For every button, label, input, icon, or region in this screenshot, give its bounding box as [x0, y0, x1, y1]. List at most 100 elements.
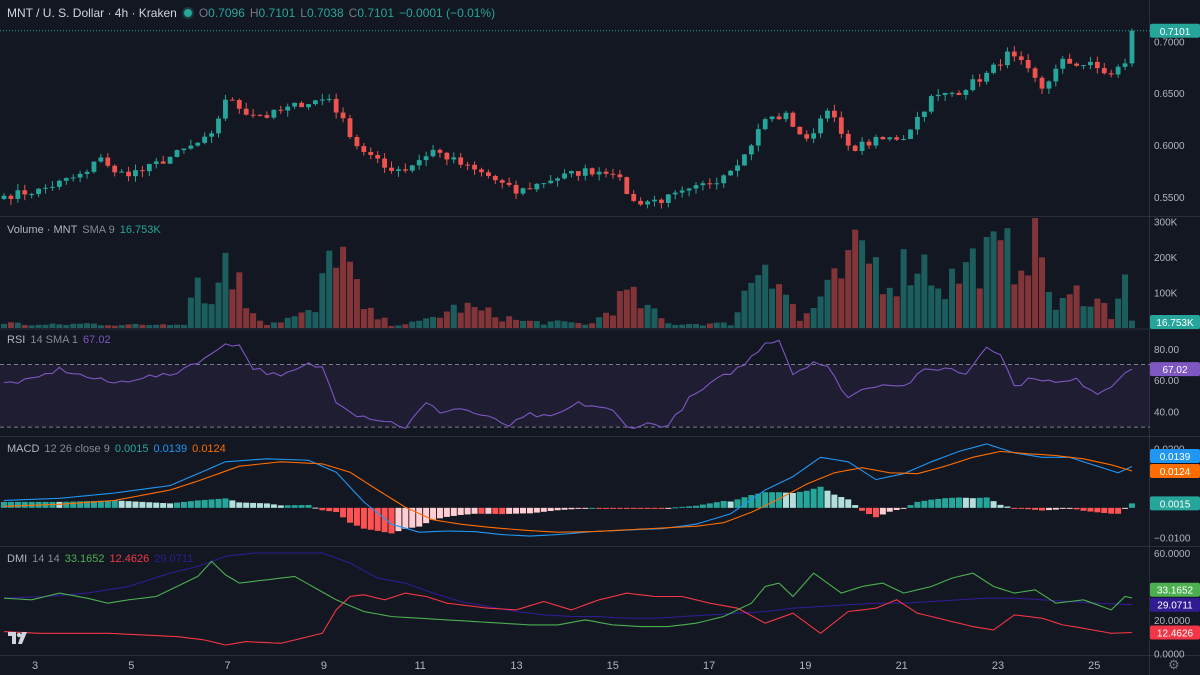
candle-body: [998, 64, 1003, 66]
volume-bar: [533, 321, 540, 328]
candle-body: [762, 119, 768, 130]
volume-bar: [893, 296, 900, 328]
macd-histogram-bar: [208, 499, 215, 508]
rsi-last-badge: [1150, 362, 1200, 377]
symbol-title[interactable]: MNT / U. S. Dollar · 4h · Kraken: [7, 6, 177, 20]
open-label: O: [198, 6, 209, 20]
macd-histogram-bar: [423, 507, 430, 524]
macd-legend[interactable]: MACD 12 26 close 9 0.0015 0.0139 0.0124: [7, 443, 226, 455]
candle-body: [589, 168, 595, 175]
volume-bar: [118, 325, 125, 328]
candle-body: [499, 180, 505, 183]
candle-body: [790, 112, 796, 127]
candle-body: [769, 116, 775, 120]
candle-body: [956, 92, 962, 95]
candle-body: [271, 109, 277, 118]
macd-last-badge: [1150, 496, 1200, 511]
volume-bar: [395, 325, 402, 328]
candle-body: [928, 96, 934, 112]
macd-histogram-bar: [305, 504, 312, 508]
candle-body: [1115, 66, 1121, 75]
volume-bar: [935, 288, 942, 328]
dmi-title: DMI: [7, 553, 28, 565]
macd-histogram-bar: [1011, 507, 1018, 509]
low-value: 0.7038: [306, 6, 344, 20]
volume-bar: [319, 273, 326, 328]
volume-bar: [291, 316, 298, 328]
volume-bar: [35, 324, 42, 328]
candle-body: [209, 133, 214, 137]
volume-bar: [609, 315, 616, 328]
candle-body: [520, 188, 526, 194]
rsi-legend[interactable]: RSI 14 SMA 1 67.02: [7, 334, 111, 346]
tradingview-logo-icon[interactable]: [6, 628, 30, 648]
dmi-last-label: 29.0711: [1157, 601, 1193, 612]
macd-histogram-bar: [174, 502, 180, 508]
volume-bar: [14, 322, 21, 328]
volume-bar: [547, 321, 554, 328]
time-axis-label: 5: [128, 660, 134, 672]
macd-histogram-bar: [589, 507, 596, 509]
macd-line-value: 0.0139: [153, 443, 188, 455]
volume-bar: [928, 285, 935, 328]
macd-histogram-bar: [1018, 507, 1025, 509]
time-axis-label: 25: [1088, 660, 1100, 672]
macd-histogram-bar: [416, 507, 423, 527]
macd-histogram-bar: [1087, 507, 1094, 512]
macd-histogram-bar: [1073, 507, 1080, 510]
dmi-axis-tick: 20.0000: [1154, 616, 1191, 627]
dmi-legend[interactable]: DMI 14 14 33.1652 12.4626 29.0711: [7, 553, 193, 565]
dmi-adx-value: 29.0711: [154, 553, 194, 565]
volume-bar: [201, 303, 208, 328]
candle-body: [326, 98, 332, 100]
volume-bar: [803, 313, 810, 328]
time-axis-label: 21: [896, 660, 908, 672]
volume-bar: [596, 317, 603, 328]
volume-bar: [776, 284, 783, 328]
macd-title: MACD: [7, 443, 40, 455]
market-status-dot-icon[interactable]: [183, 9, 192, 17]
candle-body: [610, 173, 616, 175]
macd-histogram-bar: [215, 498, 222, 508]
volume-legend[interactable]: Volume · MNT SMA 9 16.753K: [7, 224, 161, 236]
candle-body: [140, 170, 145, 172]
macd-histogram-bar: [665, 507, 672, 509]
volume-bar: [997, 240, 1004, 328]
volume-bar: [174, 324, 180, 328]
macd-histogram-bar: [693, 505, 699, 508]
rsi-axis-tick: 60.00: [1154, 376, 1179, 387]
candle-body: [603, 171, 609, 174]
macd-histogram-bar: [879, 507, 886, 515]
volume-bars: [1, 218, 1135, 328]
macd-histogram-bar: [160, 503, 167, 508]
volume-bar: [1011, 284, 1018, 328]
macd-histogram-bar: [111, 500, 118, 508]
settings-gear-icon[interactable]: ⚙: [1168, 657, 1180, 672]
macd-histogram-bar: [1004, 506, 1011, 508]
volume-bar: [229, 289, 236, 328]
macd-histogram-bar: [838, 496, 845, 508]
macd-histogram-bar: [907, 505, 914, 508]
candle-body: [1011, 51, 1017, 57]
candle-body: [582, 168, 588, 176]
volume-bar: [672, 324, 679, 328]
volume-bar: [139, 324, 146, 328]
candle-body: [672, 192, 678, 195]
volume-bar: [187, 297, 194, 328]
macd-histogram-bar: [997, 504, 1004, 508]
volume-bar: [955, 283, 962, 328]
volume-bar: [693, 324, 699, 328]
macd-histogram-bar: [769, 492, 776, 508]
macd-histogram-bar: [436, 507, 443, 519]
macd-histogram-bar: [14, 501, 21, 508]
candle-body: [555, 178, 560, 181]
candle-body: [451, 157, 457, 160]
candle-body: [319, 99, 325, 101]
volume-bar: [353, 279, 360, 328]
macd-histogram-bar: [194, 500, 201, 508]
macd-histogram-bar: [831, 494, 838, 508]
time-axis-label: 23: [992, 660, 1004, 672]
macd-histogram-bar: [658, 507, 665, 509]
price-axis-tick: 0.7000: [1154, 37, 1185, 48]
